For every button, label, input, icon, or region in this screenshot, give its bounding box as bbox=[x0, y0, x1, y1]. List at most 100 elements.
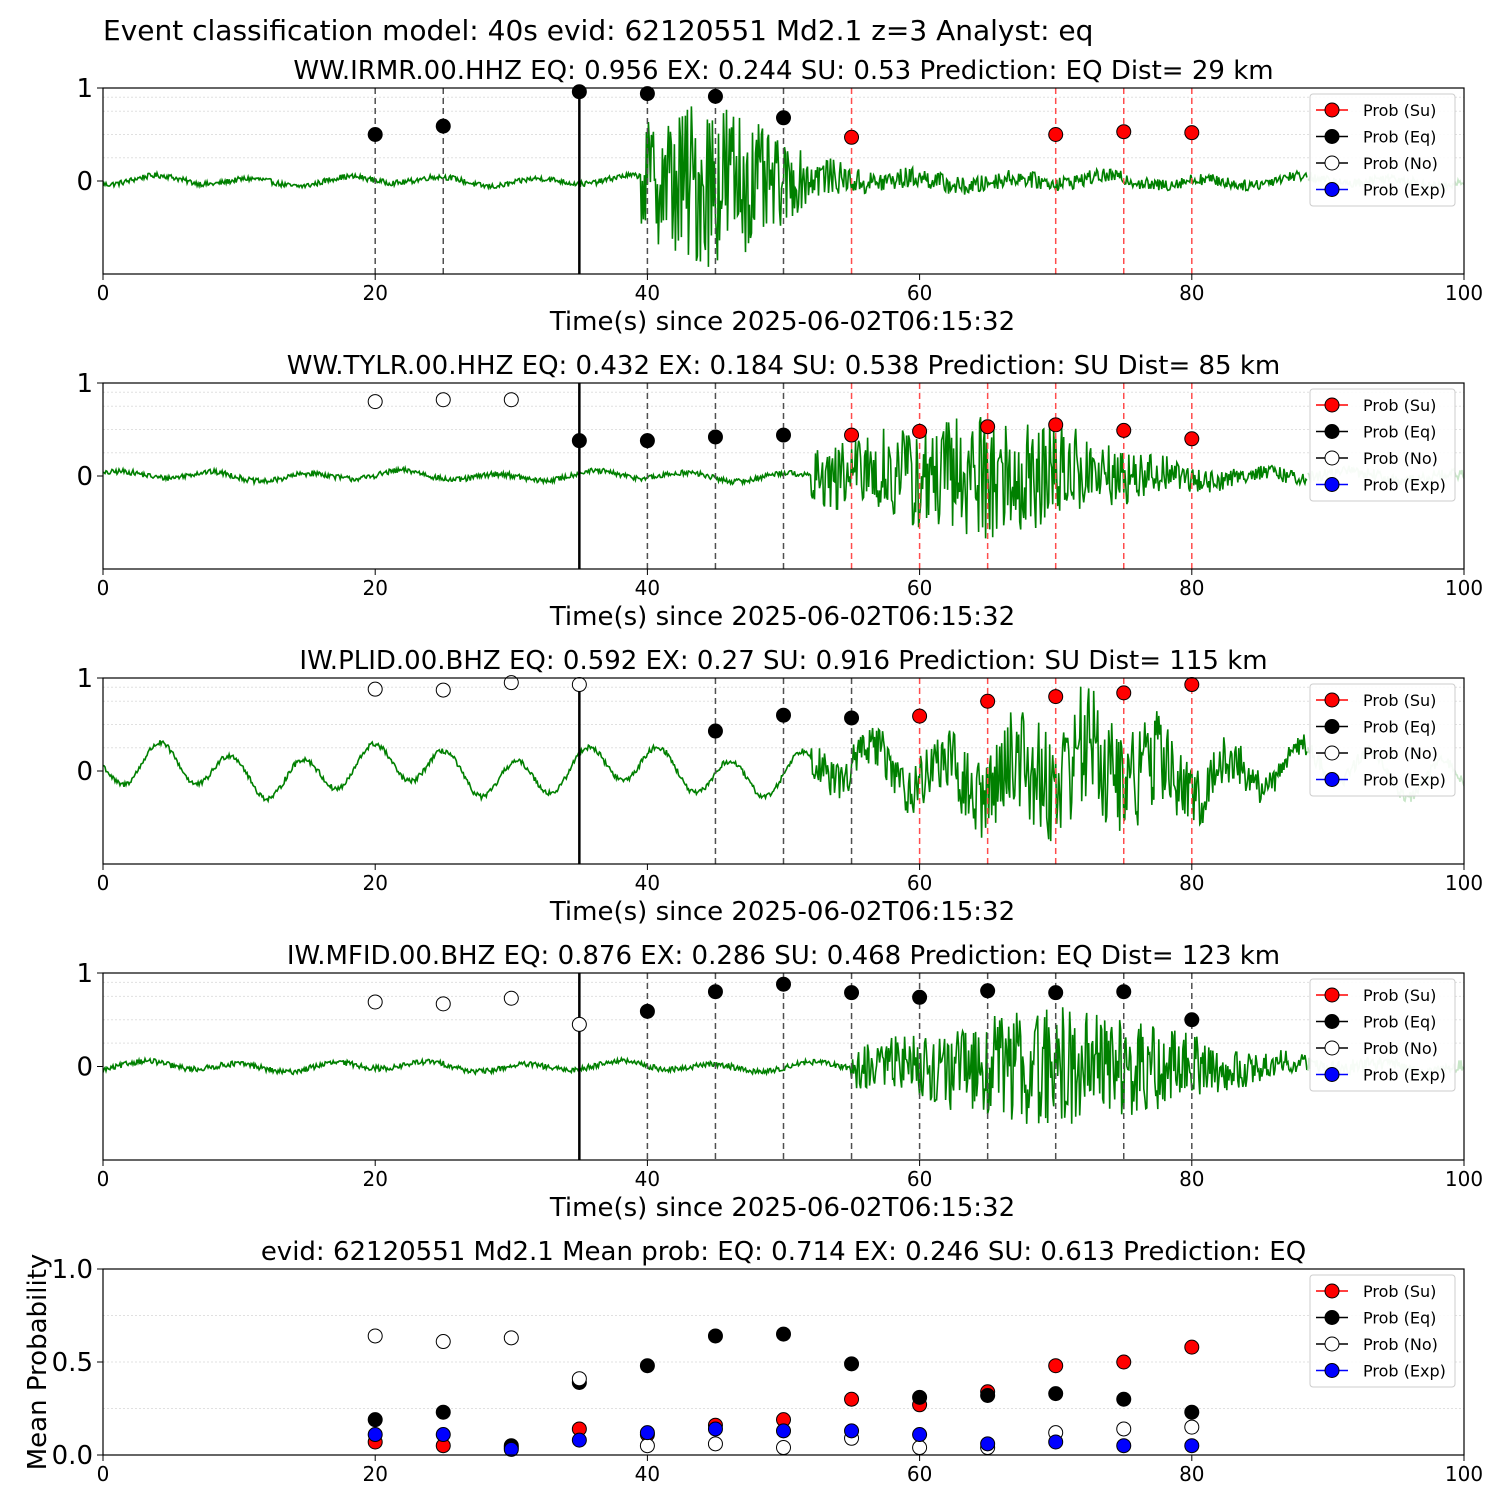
panel-2-legend-label-eq: Prob (Eq) bbox=[1363, 423, 1436, 442]
panel-3-point-no bbox=[435, 682, 451, 698]
panel-5-point-exp bbox=[367, 1427, 383, 1443]
panel-1-point-eq bbox=[435, 118, 451, 134]
panel-3-legend-label-exp: Prob (Exp) bbox=[1363, 771, 1446, 790]
panel-3-point-no bbox=[571, 677, 587, 693]
panel-5-point-eq bbox=[1048, 1386, 1064, 1402]
panel-5-legend-marker-no bbox=[1324, 1336, 1340, 1352]
panel-5-xtick-label: 100 bbox=[1445, 1462, 1483, 1486]
panel-4-legend-label-exp: Prob (Exp) bbox=[1363, 1066, 1446, 1085]
panel-1: WW.IRMR.00.HHZ EQ: 0.956 EX: 0.244 SU: 0… bbox=[76, 56, 1483, 337]
panel-5-point-exp bbox=[503, 1441, 519, 1457]
panel-2: WW.TYLR.00.HHZ EQ: 0.432 EX: 0.184 SU: 0… bbox=[76, 351, 1483, 632]
panel-4-xtick-label: 80 bbox=[1179, 1167, 1204, 1191]
panel-1-xtick-label: 60 bbox=[907, 281, 932, 305]
panel-4-xtick-label: 20 bbox=[362, 1167, 387, 1191]
panel-1-legend: Prob (Su) Prob (Eq) Prob (No) Prob (Exp) bbox=[1309, 93, 1456, 207]
panel-3-legend-label-eq: Prob (Eq) bbox=[1363, 718, 1436, 737]
panel-3-waveform bbox=[103, 686, 1308, 842]
panel-2-waveform bbox=[103, 416, 1308, 539]
panel-4-ytick-label: 0 bbox=[76, 1053, 93, 1083]
panel-2-point-su bbox=[1048, 417, 1064, 433]
panel-5-point-no bbox=[1116, 1421, 1132, 1437]
panel-1-ytick-label: 1 bbox=[76, 74, 93, 104]
panel-5-point-eq bbox=[980, 1387, 996, 1403]
panel-1-legend-marker-eq bbox=[1324, 129, 1340, 144]
panel-2-legend-marker-eq bbox=[1324, 424, 1340, 439]
panel-5-point-no bbox=[1184, 1419, 1200, 1435]
panel-4-legend-label-su: Prob (Su) bbox=[1363, 986, 1436, 1005]
panel-3-legend-box bbox=[1309, 683, 1456, 797]
panel-4: IW.MFID.00.BHZ EQ: 0.876 EX: 0.286 SU: 0… bbox=[76, 941, 1483, 1223]
panel-2-point-no bbox=[367, 394, 383, 410]
panel-2-point-su bbox=[1116, 422, 1132, 438]
panel-5-point-exp bbox=[1116, 1438, 1132, 1454]
panel-5-point-exp bbox=[1184, 1438, 1200, 1454]
panel-5-legend-box bbox=[1309, 1274, 1456, 1388]
panel-3-xlabel: Time(s) since 2025-06-02T06:15:32 bbox=[549, 897, 1015, 927]
panel-1-legend-label-su: Prob (Su) bbox=[1363, 101, 1436, 120]
panel-2-legend: Prob (Su) Prob (Eq) Prob (No) Prob (Exp) bbox=[1309, 388, 1456, 502]
panel-4-waveform bbox=[103, 1007, 1308, 1124]
panel-2-point-su bbox=[1184, 431, 1200, 447]
panel-4-legend-marker-no bbox=[1324, 1040, 1340, 1056]
panel-5-point-no bbox=[912, 1440, 928, 1456]
panel-5-ytick-label: 0.0 bbox=[52, 1441, 93, 1471]
panel-2-xlabel: Time(s) since 2025-06-02T06:15:32 bbox=[549, 602, 1015, 632]
panel-5-point-su bbox=[1184, 1339, 1200, 1355]
panel-5-point-exp bbox=[571, 1432, 587, 1448]
panel-5-point-su bbox=[1116, 1354, 1132, 1370]
panel-5-point-no bbox=[571, 1371, 587, 1387]
panel-1-legend-marker-exp bbox=[1324, 182, 1340, 197]
panel-3-point-su bbox=[980, 693, 996, 709]
panel-5-point-eq bbox=[844, 1356, 860, 1372]
panel-3-legend-marker-no bbox=[1324, 745, 1340, 761]
panel-5-point-su bbox=[1048, 1358, 1064, 1374]
panel-5-point-exp bbox=[844, 1423, 860, 1439]
panel-1-point-eq bbox=[776, 110, 791, 126]
panel-1-legend-label-exp: Prob (Exp) bbox=[1363, 181, 1446, 200]
panel-3-point-no bbox=[503, 675, 519, 691]
panel-5-point-exp bbox=[435, 1427, 451, 1443]
panel-3-xtick-label: 80 bbox=[1179, 871, 1204, 895]
panel-4-legend-box bbox=[1309, 978, 1456, 1092]
panel-4-xlabel: Time(s) since 2025-06-02T06:15:32 bbox=[549, 1193, 1015, 1223]
panel-5-legend-marker-su bbox=[1324, 1283, 1340, 1299]
panel-3-ytick-label: 1 bbox=[76, 664, 93, 694]
panel-2-xtick-label: 80 bbox=[1179, 576, 1204, 600]
panel-4-legend-marker-su bbox=[1324, 987, 1340, 1003]
panel-4-point-no bbox=[435, 996, 451, 1012]
panel-2-legend-marker-no bbox=[1324, 450, 1340, 466]
panel-1-waveform bbox=[103, 106, 1308, 267]
panel-4-point-eq bbox=[1048, 985, 1064, 1001]
panel-5-point-eq bbox=[1116, 1391, 1132, 1407]
panel-2-point-eq bbox=[776, 427, 791, 443]
panel-3-legend: Prob (Su) Prob (Eq) Prob (No) Prob (Exp) bbox=[1309, 683, 1456, 797]
panel-3-xtick-label: 60 bbox=[907, 871, 932, 895]
panel-1-point-eq bbox=[707, 88, 723, 104]
panel-4-point-eq bbox=[1116, 984, 1132, 1000]
panel-2-xtick-label: 0 bbox=[97, 576, 110, 600]
panel-5-point-eq bbox=[1184, 1404, 1200, 1420]
panel-2-legend-label-no: Prob (No) bbox=[1363, 449, 1438, 468]
panel-1-xlabel: Time(s) since 2025-06-02T06:15:32 bbox=[549, 307, 1015, 337]
panel-3-point-eq bbox=[776, 707, 791, 723]
panel-4-point-no bbox=[367, 994, 383, 1010]
panel-5-xtick-label: 20 bbox=[362, 1462, 387, 1486]
panel-4-legend: Prob (Su) Prob (Eq) Prob (No) Prob (Exp) bbox=[1309, 978, 1456, 1092]
panel-2-legend-box bbox=[1309, 388, 1456, 502]
panel-4-legend-label-no: Prob (No) bbox=[1363, 1039, 1438, 1058]
panel-2-ytick-label: 1 bbox=[76, 369, 93, 399]
panel-2-point-su bbox=[844, 427, 860, 443]
panel-3-legend-marker-eq bbox=[1324, 719, 1340, 734]
panel-4-point-no bbox=[503, 990, 519, 1006]
panel-5-point-eq bbox=[776, 1326, 791, 1342]
panel-2-point-eq bbox=[707, 429, 723, 445]
panel-3-ytick-label: 0 bbox=[76, 757, 93, 787]
panel-3-title: IW.PLID.00.BHZ EQ: 0.592 EX: 0.27 SU: 0.… bbox=[299, 646, 1267, 676]
panel-3-plot-area bbox=[103, 678, 1464, 864]
panel-3-point-eq bbox=[707, 723, 723, 739]
panel-2-legend-marker-su bbox=[1324, 397, 1340, 413]
panel-5-ytick-label: 0.5 bbox=[52, 1348, 93, 1378]
panel-3-xtick-label: 100 bbox=[1445, 871, 1483, 895]
panel-4-point-no bbox=[571, 1016, 587, 1032]
